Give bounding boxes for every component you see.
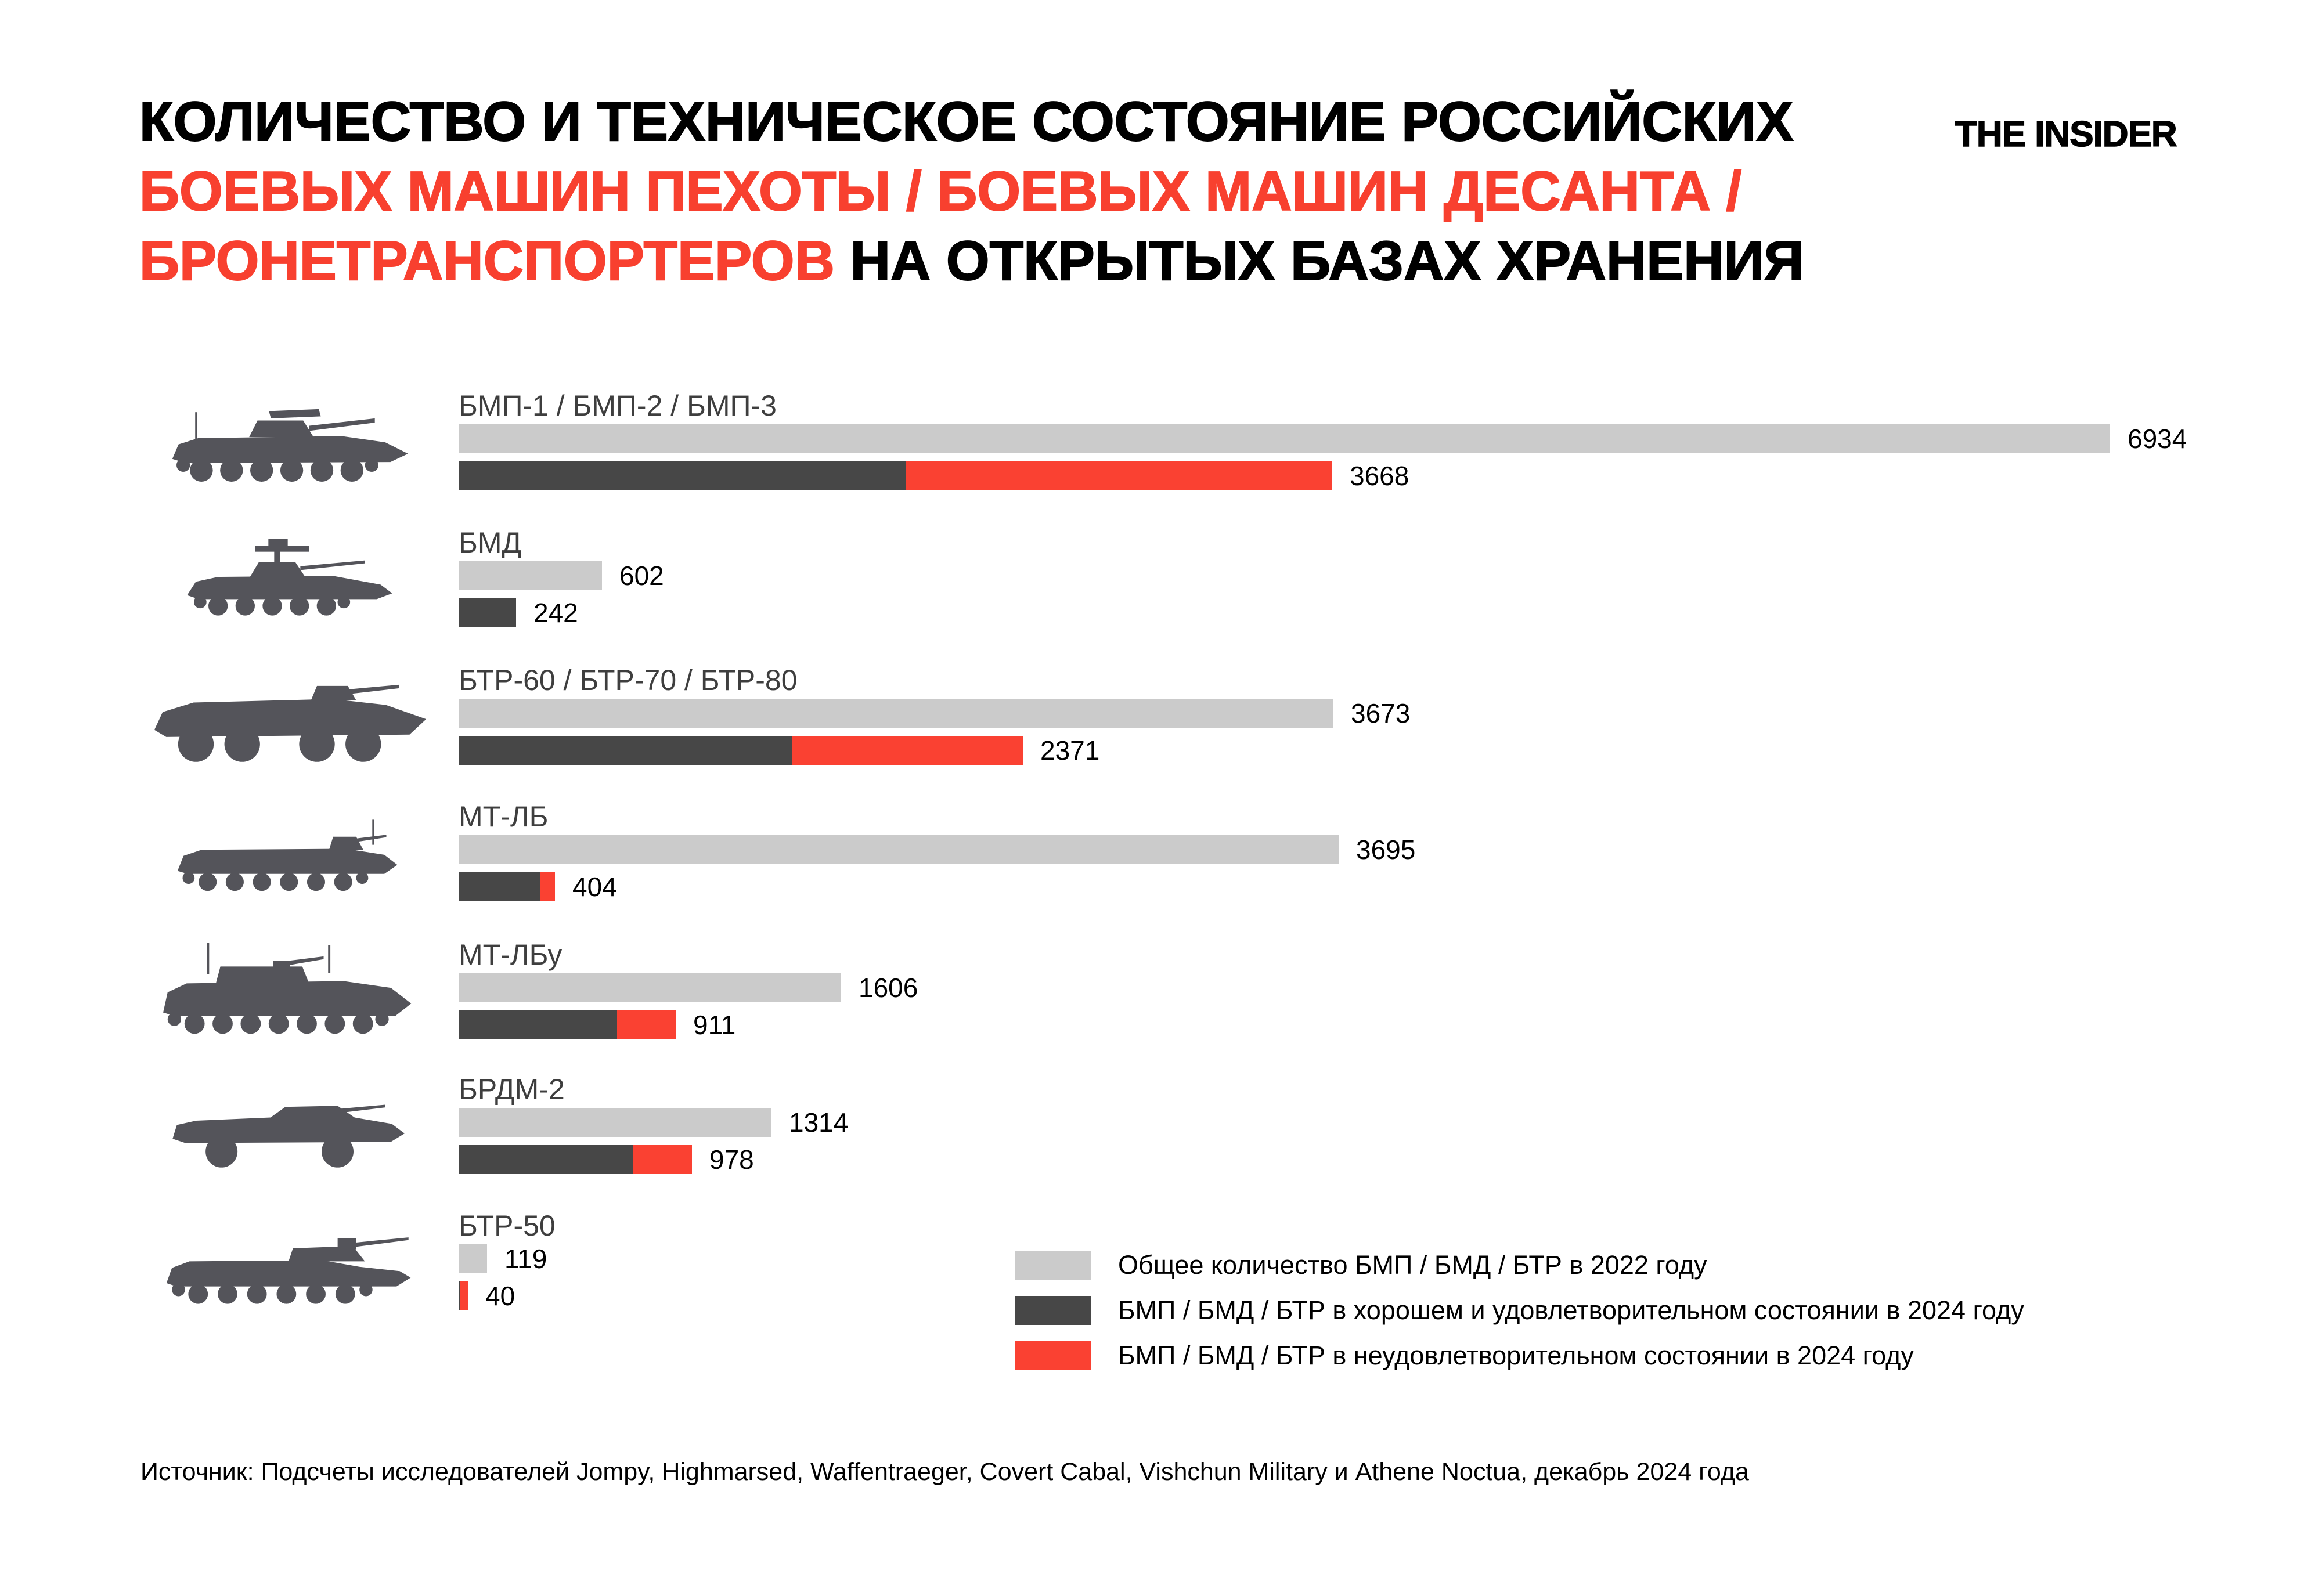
bar-segment-good bbox=[459, 736, 792, 765]
bar-condition-2024: 3668 bbox=[459, 460, 2322, 492]
title-line-1: КОЛИЧЕСТВО И ТЕХНИЧЕСКОЕ СОСТОЯНИЕ РОССИ… bbox=[139, 90, 1794, 153]
bar-segment-total bbox=[459, 699, 1333, 728]
bar-segment-good bbox=[459, 872, 540, 901]
chart-row-mtlbu: МТ-ЛБу 1606 911 bbox=[459, 939, 2322, 1041]
title-line-3: БРОНЕТРАНСПОРТЕРОВ НА ОТКРЫТЫХ БАЗАХ ХРА… bbox=[139, 226, 1805, 296]
bar-value-2024: 404 bbox=[572, 872, 617, 902]
bar-value-total: 6934 bbox=[2128, 424, 2187, 454]
bar-value-total: 119 bbox=[504, 1244, 547, 1274]
legend-swatch-gray bbox=[1015, 1251, 1091, 1280]
bar-value-total: 1606 bbox=[859, 973, 918, 1003]
btr80-icon bbox=[138, 665, 441, 764]
legend: Общее количество БМП / БМД / БТР в 2022 … bbox=[1015, 1250, 2024, 1386]
row-label: МТ-ЛБ bbox=[459, 800, 549, 833]
bar-condition-2024: 911 bbox=[459, 1009, 2322, 1041]
brdm2-icon bbox=[138, 1074, 441, 1173]
chart-row-mtlb: МТ-ЛБ 3695 404 bbox=[459, 801, 2322, 902]
bar-value-2024: 911 bbox=[693, 1010, 736, 1040]
legend-item-good-2024: БМП / БМД / БТР в хорошем и удовлетворит… bbox=[1015, 1295, 2024, 1326]
chart-row-bmd: БМД 602 242 bbox=[459, 527, 2322, 629]
bar-condition-2024: 978 bbox=[459, 1144, 2322, 1175]
bar-total-2022: 1606 bbox=[459, 972, 2322, 1003]
title-line-3-red: БРОНЕТРАНСПОРТЕРОВ bbox=[139, 229, 835, 293]
bar-value-2024: 978 bbox=[709, 1144, 754, 1175]
legend-label: БМП / БМД / БТР в неудовлетворительном с… bbox=[1118, 1341, 1914, 1370]
row-label: БМП-1 / БМП-2 / БМП-3 bbox=[459, 389, 777, 422]
source-note: Источник: Подсчеты исследователей Jompy,… bbox=[140, 1458, 1749, 1486]
chart-row-btr50: БТР-50 119 40 bbox=[459, 1210, 2322, 1312]
bar-total-2022: 3673 bbox=[459, 698, 2322, 729]
title-line-3-black: НА ОТКРЫТЫХ БАЗАХ ХРАНЕНИЯ bbox=[834, 229, 1805, 293]
legend-label: Общее количество БМП / БМД / БТР в 2022 … bbox=[1118, 1250, 1707, 1280]
bar-value-2024: 3668 bbox=[1350, 461, 1409, 491]
bar-segment-poor bbox=[633, 1145, 692, 1174]
legend-label: БМП / БМД / БТР в хорошем и удовлетворит… bbox=[1118, 1295, 2024, 1325]
bar-segment-total bbox=[459, 973, 841, 1002]
bar-segment-poor bbox=[540, 872, 555, 901]
chart-row-btr80: БТР-60 / БТР-70 / БТР-80 3673 2371 bbox=[459, 665, 2322, 766]
row-label: БТР-50 bbox=[459, 1209, 556, 1242]
bar-condition-2024: 40 bbox=[459, 1280, 2322, 1312]
bar-condition-2024: 242 bbox=[459, 597, 2322, 629]
the-insider-logo: THE INSIDER bbox=[1955, 114, 2177, 155]
bar-value-total: 1314 bbox=[789, 1107, 849, 1138]
bar-value-2024: 242 bbox=[533, 598, 578, 628]
btr50-icon bbox=[138, 1210, 441, 1310]
bar-value-total: 3695 bbox=[1356, 835, 1416, 865]
bar-segment-good bbox=[459, 1281, 460, 1310]
mtlbu-icon bbox=[138, 939, 441, 1039]
row-label: МТ-ЛБу bbox=[459, 938, 563, 971]
legend-swatch-red bbox=[1015, 1341, 1091, 1370]
bar-total-2022: 1314 bbox=[459, 1107, 2322, 1138]
chart-row-brdm2: БРДМ-2 1314 978 bbox=[459, 1074, 2322, 1175]
row-label: БТР-60 / БТР-70 / БТР-80 bbox=[459, 664, 798, 696]
bar-segment-good bbox=[459, 1010, 617, 1039]
bar-segment-total bbox=[459, 835, 1339, 864]
bar-segment-good bbox=[459, 461, 906, 490]
bar-segment-poor bbox=[617, 1010, 676, 1039]
bar-condition-2024: 2371 bbox=[459, 735, 2322, 766]
page-title: КОЛИЧЕСТВО И ТЕХНИЧЕСКОЕ СОСТОЯНИЕ РОССИ… bbox=[139, 87, 1805, 296]
bar-segment-total bbox=[459, 424, 2110, 453]
mtlb-icon bbox=[138, 801, 441, 901]
row-label: БРДМ-2 bbox=[459, 1073, 565, 1106]
title-line-2: БОЕВЫХ МАШИН ПЕХОТЫ / БОЕВЫХ МАШИН ДЕСАН… bbox=[139, 160, 1742, 223]
bar-total-2022: 6934 bbox=[459, 423, 2322, 454]
bar-total-2022: 3695 bbox=[459, 834, 2322, 865]
bmp-icon bbox=[138, 390, 441, 490]
bar-segment-poor bbox=[460, 1281, 468, 1310]
legend-swatch-dark bbox=[1015, 1296, 1091, 1325]
bar-segment-good bbox=[459, 1145, 633, 1174]
bar-segment-good bbox=[459, 598, 516, 627]
legend-item-poor-2024: БМП / БМД / БТР в неудовлетворительном с… bbox=[1015, 1341, 2024, 1371]
bar-total-2022: 119 bbox=[459, 1243, 2322, 1274]
legend-item-total-2022: Общее количество БМП / БМД / БТР в 2022 … bbox=[1015, 1250, 2024, 1280]
bar-segment-total bbox=[459, 561, 602, 590]
bar-segment-total bbox=[459, 1244, 487, 1273]
bar-segment-total bbox=[459, 1108, 771, 1137]
bar-condition-2024: 404 bbox=[459, 871, 2322, 902]
bar-value-total: 3673 bbox=[1351, 698, 1411, 728]
bar-segment-poor bbox=[792, 736, 1023, 765]
bar-total-2022: 602 bbox=[459, 560, 2322, 591]
row-label: БМД bbox=[459, 526, 522, 559]
chart-row-bmp: БМП-1 / БМП-2 / БМП-3 6934 3668 bbox=[459, 390, 2322, 492]
bar-value-total: 602 bbox=[619, 561, 664, 591]
bar-value-2024: 40 bbox=[485, 1281, 515, 1311]
bar-segment-poor bbox=[906, 461, 1332, 490]
bmd-icon bbox=[138, 527, 441, 627]
bar-value-2024: 2371 bbox=[1040, 735, 1100, 765]
